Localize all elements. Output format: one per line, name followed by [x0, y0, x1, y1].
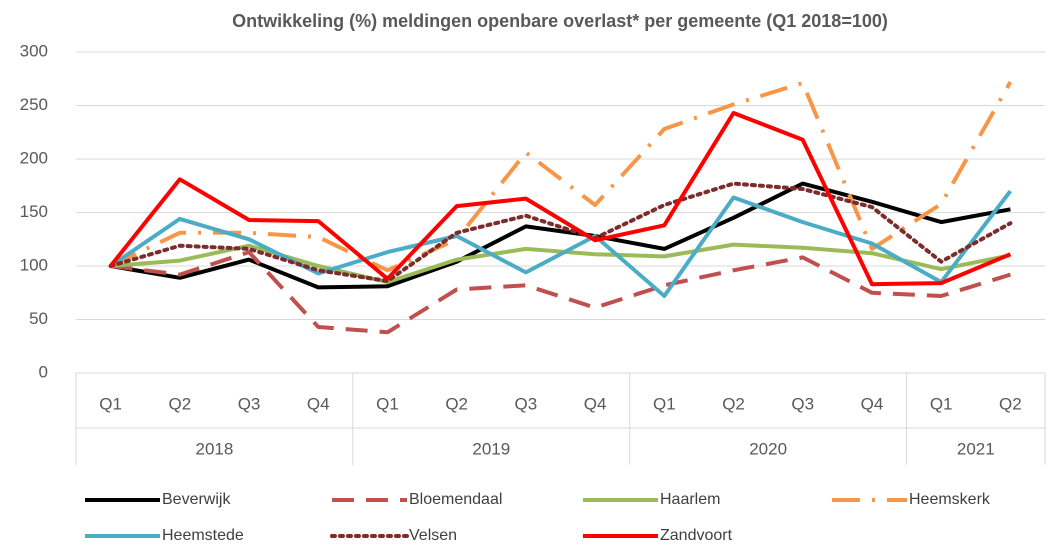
x-tick-label: Q2 [445, 394, 468, 413]
legend-label: Heemstede [162, 527, 244, 544]
x-tick-label: Q1 [99, 394, 122, 413]
x-group-label: 2019 [472, 439, 510, 458]
x-tick-label: Q2 [999, 394, 1022, 413]
series-line [109, 189, 1012, 298]
y-tick-label: 0 [39, 362, 48, 381]
legend-label: Heemskerk [909, 491, 991, 508]
y-tick-label: 150 [20, 202, 48, 221]
legend-label: Bloemendaal [409, 491, 502, 508]
x-tick-label: Q3 [238, 394, 261, 413]
y-tick-label: 300 [20, 41, 48, 60]
chart-title: Ontwikkeling (%) meldingen openbare over… [232, 11, 888, 31]
series-line [108, 181, 1013, 283]
x-group-label: 2020 [749, 439, 787, 458]
x-group-label: 2021 [957, 439, 995, 458]
x-tick-label: Q4 [307, 394, 330, 413]
x-group-label: 2018 [196, 439, 234, 458]
legend: Beverwijk Bloemendaal Haarlem Heemskerk Heem… [85, 491, 991, 544]
x-tick-label: Q4 [861, 394, 884, 413]
x-tick-label: Q3 [791, 394, 814, 413]
x-tick-label: Q3 [515, 394, 538, 413]
x-tick-label: Q1 [376, 394, 399, 413]
series-line [109, 111, 1012, 287]
legend-label: Zandvoort [660, 527, 733, 544]
x-tick-label: Q2 [168, 394, 191, 413]
series-line [110, 250, 1011, 335]
legend-label: Beverwijk [162, 491, 231, 508]
y-tick-label: 50 [29, 309, 48, 328]
y-tick-label: 100 [20, 255, 48, 274]
series-line [109, 81, 1013, 273]
series-line [110, 242, 1011, 285]
x-tick-label: Q1 [930, 394, 953, 413]
x-tick-label: Q2 [722, 394, 745, 413]
legend-label: Velsen [409, 527, 457, 544]
y-tick-label: 250 [20, 95, 48, 114]
x-tick-label: Q4 [584, 394, 607, 413]
y-tick-label: 200 [20, 148, 48, 167]
legend-label: Haarlem [660, 491, 720, 508]
x-tick-label: Q1 [653, 394, 676, 413]
series-line [110, 181, 1011, 290]
